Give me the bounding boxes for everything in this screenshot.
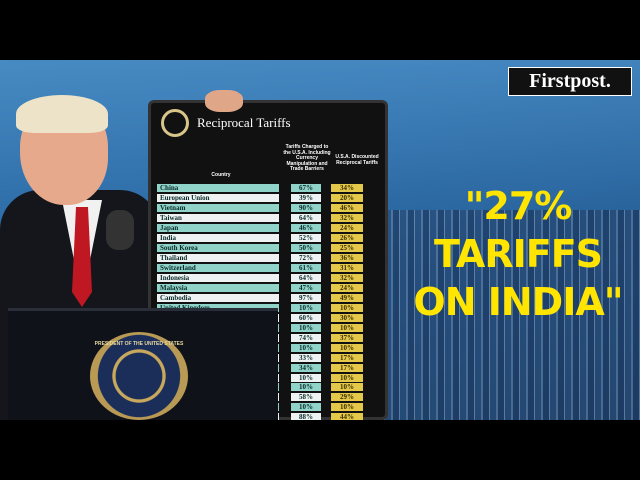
table-row: Thailand 72% 36%	[157, 253, 382, 263]
country-cell: Malaysia	[157, 283, 279, 292]
charged-cell: 72%	[291, 253, 321, 262]
charged-cell: 33%	[291, 353, 321, 362]
reciprocal-cell: 30%	[331, 313, 363, 322]
reciprocal-cell: 25%	[331, 243, 363, 252]
seal-text: PRESIDENT OF THE UNITED STATES	[94, 341, 184, 347]
country-cell: United Kingdom	[157, 303, 279, 312]
charged-cell: 64%	[291, 213, 321, 222]
charged-cell: 47%	[291, 283, 321, 292]
reciprocal-cell: 32%	[331, 213, 363, 222]
reciprocal-cell: 24%	[331, 283, 363, 292]
table-row: Japan 46% 24%	[157, 223, 382, 233]
reciprocal-cell: 10%	[331, 383, 363, 392]
column-header-reciprocal: U.S.A. Discounted Reciprocal Tariffs	[335, 154, 379, 166]
charged-cell: 50%	[291, 243, 321, 252]
table-row: European Union 39% 20%	[157, 193, 382, 203]
table-row: India 52% 26%	[157, 233, 382, 243]
shipping-port-background	[370, 210, 640, 420]
reciprocal-cell: 32%	[331, 273, 363, 282]
country-cell: India	[157, 233, 279, 242]
reciprocal-cell: 10%	[331, 303, 363, 312]
charged-cell: 10%	[291, 403, 321, 412]
headline-line: ON INDIA"	[413, 280, 623, 324]
table-row: South Korea 50% 25%	[157, 243, 382, 253]
charged-cell: 10%	[291, 323, 321, 332]
video-frame: Firstpost. "27% TARIFFS ON INDIA" Recipr…	[0, 60, 640, 420]
charged-cell: 52%	[291, 233, 321, 242]
charged-cell: 46%	[291, 223, 321, 232]
country-cell: Vietnam	[157, 203, 279, 212]
presidential-seal-icon	[161, 109, 189, 137]
table-row: Malaysia 47% 24%	[157, 283, 382, 293]
headline-line: "27%	[464, 184, 573, 228]
charged-cell: 10%	[291, 303, 321, 312]
charged-cell: 64%	[291, 273, 321, 282]
charged-cell: 58%	[291, 393, 321, 402]
reciprocal-cell: 34%	[331, 183, 363, 192]
microphone-icon	[106, 210, 134, 250]
reciprocal-cell: 17%	[331, 353, 363, 362]
charged-cell: 39%	[291, 193, 321, 202]
charged-cell: 61%	[291, 263, 321, 272]
reciprocal-cell: 10%	[331, 373, 363, 382]
country-cell: Switzerland	[157, 263, 279, 272]
reciprocal-cell: 20%	[331, 193, 363, 202]
reciprocal-cell: 10%	[331, 323, 363, 332]
reciprocal-cell: 29%	[331, 393, 363, 402]
charged-cell: 74%	[291, 333, 321, 342]
country-cell: China	[157, 183, 279, 192]
country-cell: Thailand	[157, 253, 279, 262]
reciprocal-cell: 49%	[331, 293, 363, 302]
charged-cell: 34%	[291, 363, 321, 372]
country-cell: South Korea	[157, 243, 279, 252]
headline-line: TARIFFS	[433, 232, 603, 276]
reciprocal-cell: 37%	[331, 333, 363, 342]
reciprocal-cell: 44%	[331, 413, 363, 420]
hand	[205, 90, 243, 112]
reciprocal-cell: 36%	[331, 253, 363, 262]
charged-cell: 10%	[291, 373, 321, 382]
column-header-country: Country	[211, 172, 231, 178]
charged-cell: 60%	[291, 313, 321, 322]
charged-cell: 67%	[291, 183, 321, 192]
table-row: Taiwan 64% 32%	[157, 213, 382, 223]
reciprocal-cell: 10%	[331, 403, 363, 412]
country-cell: European Union	[157, 193, 279, 202]
firstpost-logo: Firstpost.	[508, 67, 632, 96]
presidential-seal: PRESIDENT OF THE UNITED STATES	[90, 332, 188, 420]
reciprocal-cell: 10%	[331, 343, 363, 352]
table-row: Vietnam 90% 46%	[157, 203, 382, 213]
reciprocal-cell: 31%	[331, 263, 363, 272]
reciprocal-cell: 46%	[331, 203, 363, 212]
charged-cell: 10%	[291, 343, 321, 352]
column-header-charged: Tariffs Charged to the U.S.A. Including …	[283, 144, 331, 172]
reciprocal-cell: 26%	[331, 233, 363, 242]
table-row: Switzerland 61% 31%	[157, 263, 382, 273]
country-cell: Cambodia	[157, 293, 279, 302]
table-row: Cambodia 97% 49%	[157, 293, 382, 303]
board-title: Reciprocal Tariffs	[197, 115, 291, 130]
charged-cell: 88%	[291, 413, 321, 420]
charged-cell: 97%	[291, 293, 321, 302]
headline: "27% TARIFFS ON INDIA"	[396, 182, 640, 326]
reciprocal-cell: 17%	[331, 363, 363, 372]
table-row: Indonesia 64% 32%	[157, 273, 382, 283]
charged-cell: 90%	[291, 203, 321, 212]
table-row: United Kingdom 10% 10%	[157, 303, 382, 313]
table-row: China 67% 34%	[157, 183, 382, 193]
reciprocal-cell: 24%	[331, 223, 363, 232]
country-cell: Taiwan	[157, 213, 279, 222]
charged-cell: 10%	[291, 383, 321, 392]
country-cell: Japan	[157, 223, 279, 232]
country-cell: Indonesia	[157, 273, 279, 282]
